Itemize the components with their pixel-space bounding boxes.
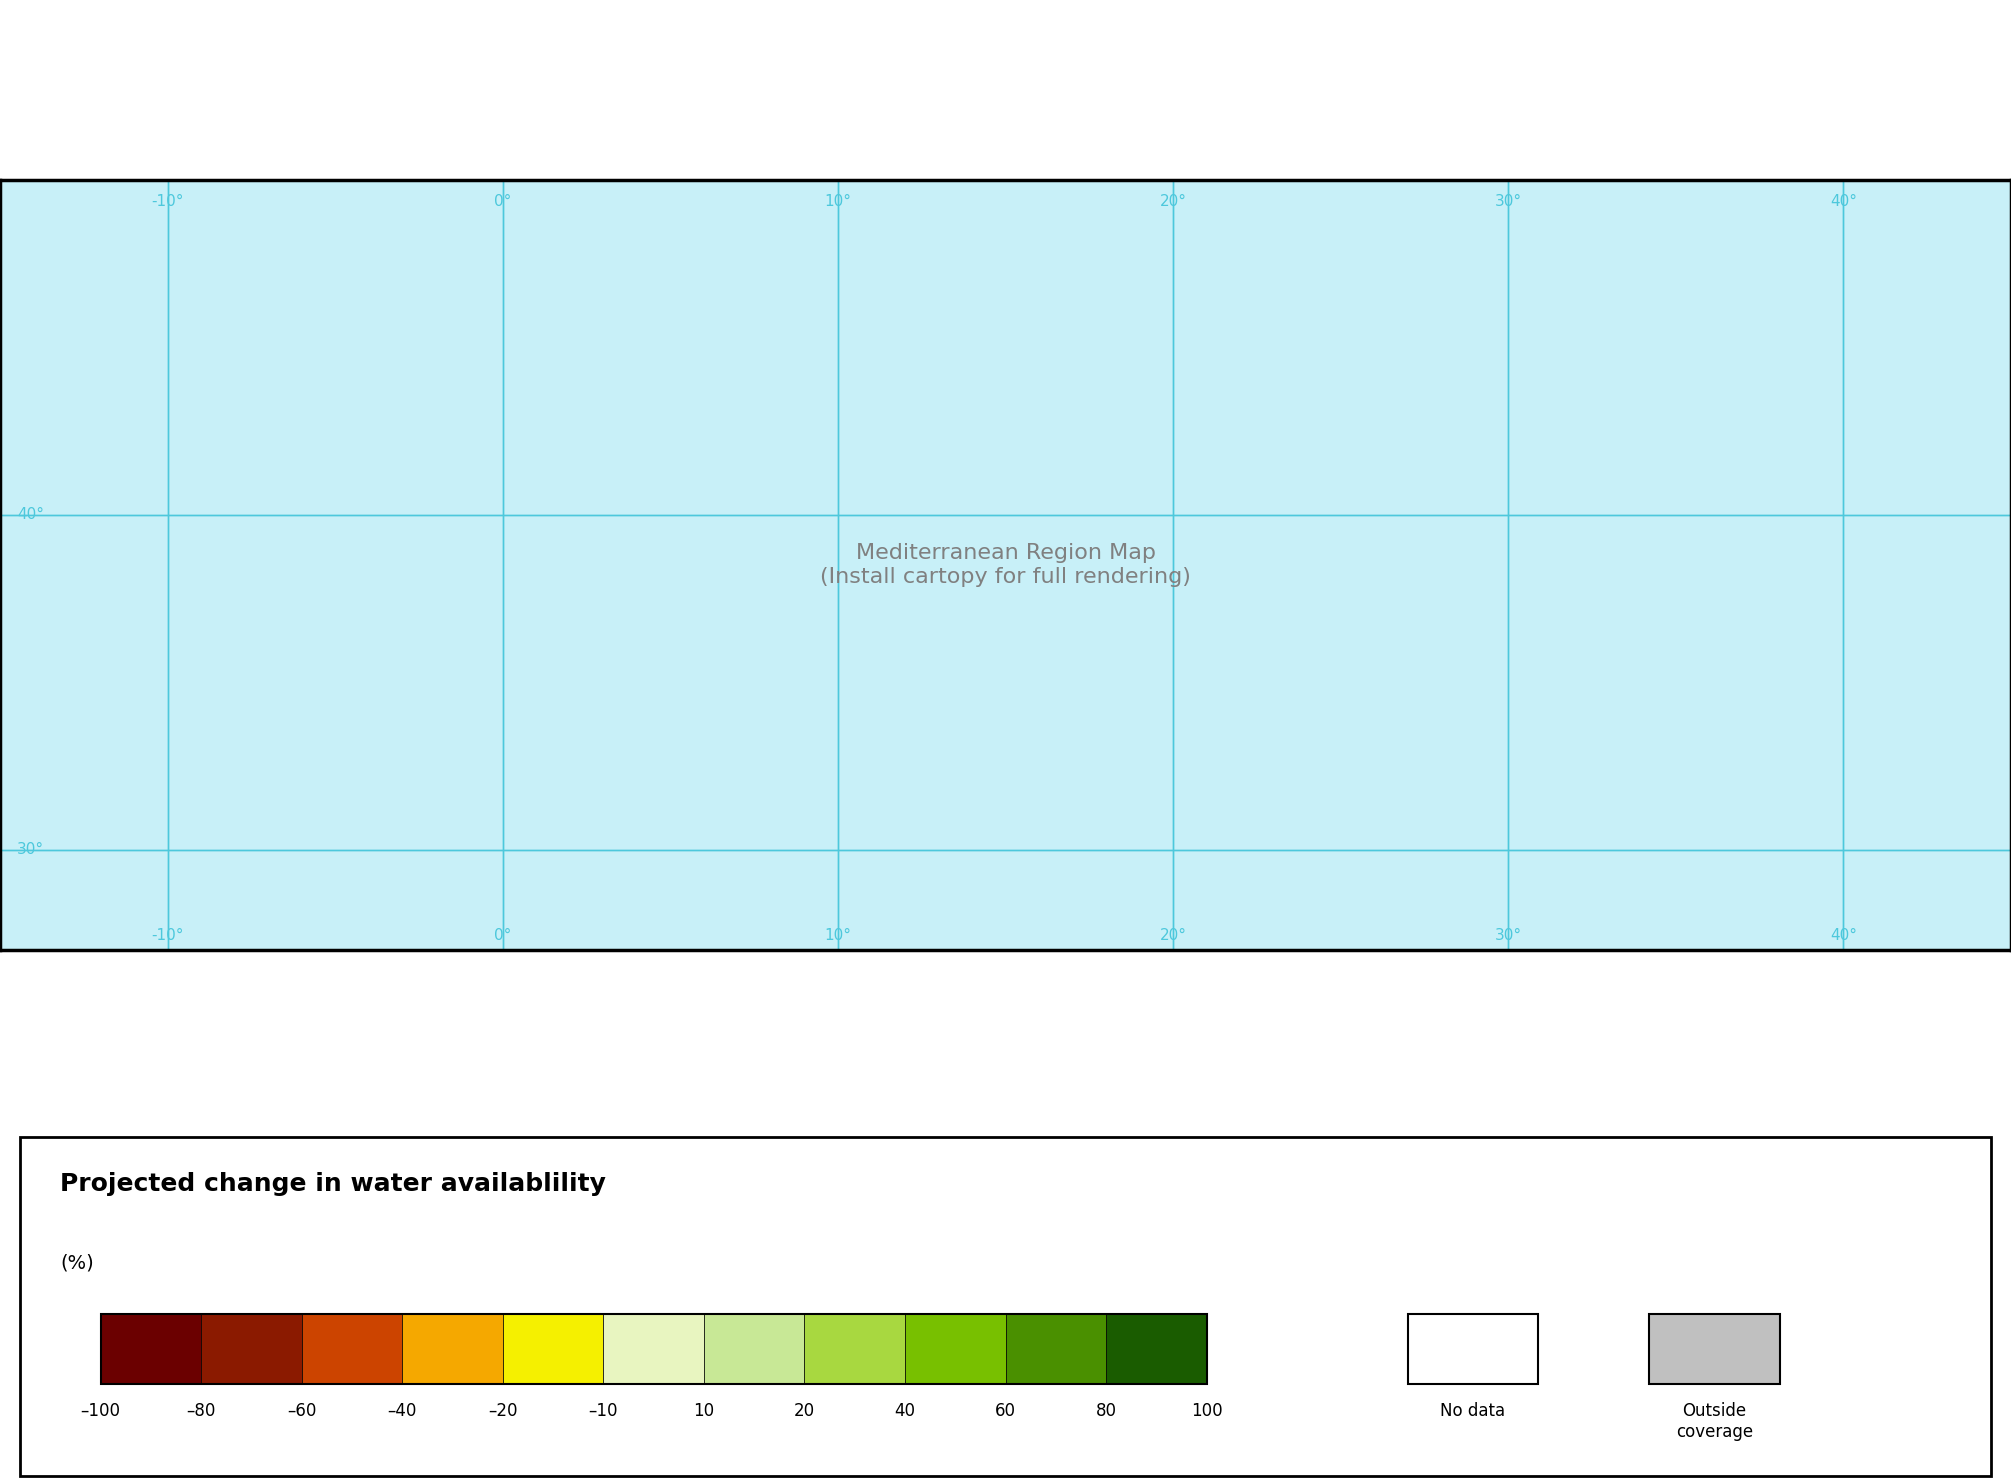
Bar: [905, 1314, 1006, 1384]
Bar: [101, 1314, 201, 1384]
Text: Mediterranean Region Map
(Install cartopy for full rendering): Mediterranean Region Map (Install cartop…: [820, 543, 1191, 587]
Text: 30°: 30°: [1494, 194, 1522, 209]
Text: 20°: 20°: [1160, 194, 1186, 209]
Bar: [804, 1314, 905, 1384]
Text: Projected change in water availablility: Projected change in water availablility: [60, 1172, 605, 1197]
Text: (%): (%): [60, 1253, 95, 1272]
Text: -10°: -10°: [151, 194, 183, 209]
Text: 30°: 30°: [16, 842, 44, 857]
Text: 10°: 10°: [825, 928, 851, 943]
Bar: [503, 1314, 603, 1384]
Text: Outside
coverage: Outside coverage: [1675, 1401, 1754, 1440]
Text: 20°: 20°: [1160, 928, 1186, 943]
Text: –80: –80: [187, 1401, 215, 1419]
Text: 0°: 0°: [495, 194, 511, 209]
Text: -10°: -10°: [151, 928, 183, 943]
Bar: [402, 1314, 503, 1384]
Bar: [1006, 1314, 1106, 1384]
Text: 30°: 30°: [1494, 928, 1522, 943]
Text: 10°: 10°: [825, 194, 851, 209]
Text: 20: 20: [794, 1401, 814, 1419]
Bar: [1649, 1314, 1780, 1384]
Bar: [704, 1314, 804, 1384]
Text: 0°: 0°: [495, 928, 511, 943]
Text: 40°: 40°: [1830, 194, 1856, 209]
Bar: [101, 1314, 1207, 1384]
Bar: [1408, 1314, 1538, 1384]
Bar: [1106, 1314, 1207, 1384]
Text: 80: 80: [1096, 1401, 1116, 1419]
Text: –60: –60: [288, 1401, 316, 1419]
Text: 40: 40: [895, 1401, 915, 1419]
Text: 60: 60: [995, 1401, 1016, 1419]
Text: 40°: 40°: [16, 507, 44, 522]
Text: –20: –20: [489, 1401, 517, 1419]
Text: –100: –100: [80, 1401, 121, 1419]
Bar: [201, 1314, 302, 1384]
Text: 100: 100: [1191, 1401, 1223, 1419]
Text: –40: –40: [388, 1401, 416, 1419]
Text: No data: No data: [1440, 1401, 1506, 1419]
FancyBboxPatch shape: [20, 1137, 1991, 1476]
Bar: [302, 1314, 402, 1384]
Text: 40°: 40°: [1830, 928, 1856, 943]
Text: 10: 10: [694, 1401, 714, 1419]
Bar: [603, 1314, 704, 1384]
Text: –10: –10: [589, 1401, 617, 1419]
